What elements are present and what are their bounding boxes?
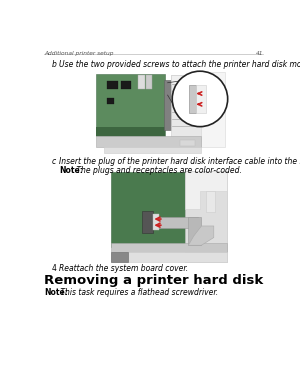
Polygon shape	[189, 85, 196, 113]
Text: 41: 41	[256, 51, 263, 56]
Text: 4: 4	[52, 264, 57, 273]
Polygon shape	[188, 226, 214, 245]
Text: Note:: Note:	[59, 166, 83, 175]
Text: Insert the plug of the printer hard disk interface cable into the receptacle of : Insert the plug of the printer hard disk…	[59, 157, 300, 166]
Polygon shape	[202, 72, 225, 147]
Polygon shape	[153, 215, 159, 230]
Text: Removing a printer hard disk: Removing a printer hard disk	[44, 274, 264, 288]
Circle shape	[172, 71, 228, 126]
Text: Note:: Note:	[44, 288, 68, 296]
Bar	[146, 75, 152, 89]
Text: The plugs and receptacles are color‑coded.: The plugs and receptacles are color‑code…	[74, 166, 242, 175]
Polygon shape	[206, 191, 215, 212]
Bar	[180, 140, 195, 146]
Polygon shape	[154, 217, 198, 227]
Text: b: b	[52, 61, 57, 69]
Polygon shape	[172, 75, 202, 84]
Polygon shape	[111, 252, 128, 262]
Polygon shape	[96, 136, 202, 147]
Polygon shape	[196, 85, 206, 113]
Bar	[107, 98, 115, 104]
Polygon shape	[111, 172, 187, 247]
Text: Additional printer setup: Additional printer setup	[44, 51, 114, 56]
Polygon shape	[111, 243, 227, 252]
Text: Use the two provided screws to attach the printer hard disk mounting bracket.: Use the two provided screws to attach th…	[59, 61, 300, 69]
Text: c: c	[52, 157, 56, 166]
Polygon shape	[188, 217, 202, 245]
Text: This task requires a flathead screwdriver.: This task requires a flathead screwdrive…	[58, 288, 217, 296]
Bar	[107, 81, 118, 89]
Polygon shape	[184, 171, 227, 209]
Polygon shape	[104, 147, 202, 153]
Polygon shape	[111, 252, 227, 262]
Polygon shape	[172, 75, 202, 141]
Polygon shape	[142, 211, 153, 233]
Polygon shape	[184, 171, 227, 262]
Bar	[138, 75, 145, 89]
Polygon shape	[96, 73, 165, 136]
Text: Reattach the system board cover.: Reattach the system board cover.	[59, 264, 188, 273]
Polygon shape	[164, 80, 172, 130]
Bar	[121, 81, 131, 89]
Polygon shape	[96, 126, 165, 136]
